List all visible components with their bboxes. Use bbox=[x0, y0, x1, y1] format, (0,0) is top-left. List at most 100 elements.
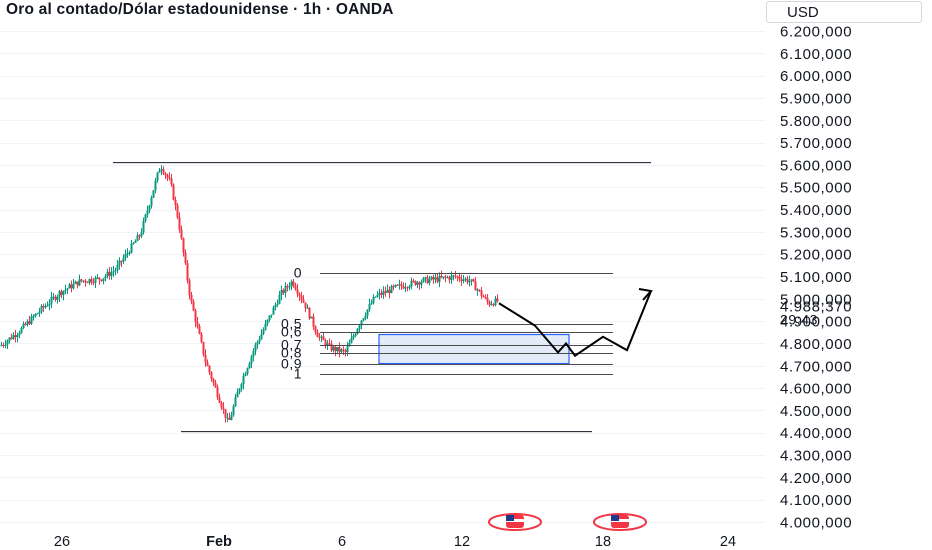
candle bbox=[232, 404, 235, 417]
candle bbox=[62, 290, 65, 301]
candle-body bbox=[336, 346, 339, 352]
candle-body bbox=[324, 340, 327, 346]
us-flag-icon[interactable] bbox=[488, 513, 542, 531]
candle-body bbox=[142, 220, 145, 233]
candle-body bbox=[320, 336, 323, 338]
candle-body bbox=[90, 279, 93, 283]
candle bbox=[92, 278, 95, 286]
candle bbox=[496, 294, 499, 303]
candle-body bbox=[356, 329, 359, 334]
candle bbox=[430, 275, 433, 281]
candle-body bbox=[318, 337, 321, 339]
x-tick-label: Feb bbox=[206, 534, 232, 550]
candle-body bbox=[204, 354, 207, 363]
candle-body bbox=[176, 204, 179, 218]
candle-body bbox=[482, 296, 485, 298]
candle-body bbox=[232, 406, 235, 416]
candle-body bbox=[312, 316, 315, 327]
candle-body bbox=[382, 291, 385, 295]
candle bbox=[78, 274, 81, 287]
candle-body bbox=[444, 276, 447, 278]
candle-body bbox=[134, 241, 137, 243]
candle bbox=[124, 249, 127, 261]
candle bbox=[260, 329, 263, 340]
candle-body bbox=[460, 279, 463, 281]
candle-body bbox=[6, 340, 9, 345]
candle-body bbox=[48, 303, 51, 306]
candle bbox=[238, 387, 241, 395]
candle-body bbox=[254, 344, 257, 352]
candle-body bbox=[2, 344, 5, 346]
flag-stripe bbox=[611, 519, 629, 522]
fibonacci-retracement[interactable]: 0 0,50,60,70,80,91 bbox=[281, 265, 613, 382]
candle bbox=[192, 299, 195, 312]
candle-body bbox=[82, 280, 85, 282]
candle-body bbox=[354, 333, 357, 336]
candle-body bbox=[494, 298, 497, 306]
candle bbox=[268, 315, 271, 323]
candle bbox=[168, 172, 171, 181]
y-tick-label: 4.900,000 bbox=[780, 314, 852, 331]
candle-body bbox=[238, 388, 241, 393]
candle-body bbox=[488, 301, 491, 305]
candle-body bbox=[334, 346, 337, 352]
currency-selector[interactable]: USD bbox=[766, 1, 922, 23]
candle bbox=[72, 278, 75, 290]
candle bbox=[24, 321, 27, 326]
candle-body bbox=[32, 316, 35, 318]
candle-body bbox=[406, 287, 409, 289]
candle bbox=[412, 278, 415, 283]
candle-body bbox=[414, 281, 417, 285]
candle-body bbox=[484, 297, 487, 299]
candle bbox=[130, 239, 133, 254]
candle-body bbox=[28, 321, 31, 324]
candle bbox=[344, 348, 347, 357]
candle bbox=[236, 388, 239, 398]
candle bbox=[340, 348, 343, 354]
candle bbox=[210, 371, 213, 382]
candle-body bbox=[26, 321, 29, 325]
fib-zone-box[interactable] bbox=[378, 333, 570, 365]
candle bbox=[278, 290, 281, 305]
candle bbox=[270, 314, 273, 319]
candle-body bbox=[486, 297, 489, 302]
candle-body bbox=[474, 281, 477, 291]
candle-body bbox=[46, 305, 49, 307]
candle bbox=[486, 294, 489, 305]
candle-body bbox=[230, 415, 233, 420]
candle-body bbox=[328, 343, 331, 345]
candle bbox=[170, 173, 173, 187]
candle-body bbox=[186, 263, 189, 281]
candle-body bbox=[362, 318, 365, 321]
candle-body bbox=[234, 397, 237, 407]
candle bbox=[302, 295, 305, 303]
candle-body bbox=[74, 281, 77, 284]
candle bbox=[20, 326, 23, 334]
candle bbox=[202, 341, 205, 357]
y-tick-label: 4.200,000 bbox=[780, 470, 852, 487]
candle-body bbox=[490, 304, 493, 306]
candle bbox=[390, 284, 393, 294]
projection-path[interactable] bbox=[498, 290, 652, 358]
us-flag-icon[interactable] bbox=[593, 513, 647, 531]
flag-canton bbox=[611, 515, 619, 521]
candle-body bbox=[148, 205, 151, 211]
candle-body bbox=[104, 276, 107, 279]
candle-body bbox=[260, 333, 263, 340]
candle bbox=[426, 274, 429, 284]
candle bbox=[290, 279, 293, 291]
candle bbox=[204, 349, 207, 367]
candle-body bbox=[10, 337, 13, 339]
candle-body bbox=[22, 323, 25, 328]
candle bbox=[406, 286, 409, 292]
candle bbox=[140, 228, 143, 238]
candle bbox=[444, 274, 447, 283]
candle-body bbox=[496, 298, 499, 302]
candle-body bbox=[132, 242, 135, 244]
candle bbox=[452, 274, 455, 281]
candle-body bbox=[42, 306, 45, 308]
candle bbox=[478, 289, 481, 293]
candle bbox=[454, 271, 457, 279]
candle-body bbox=[184, 252, 187, 264]
